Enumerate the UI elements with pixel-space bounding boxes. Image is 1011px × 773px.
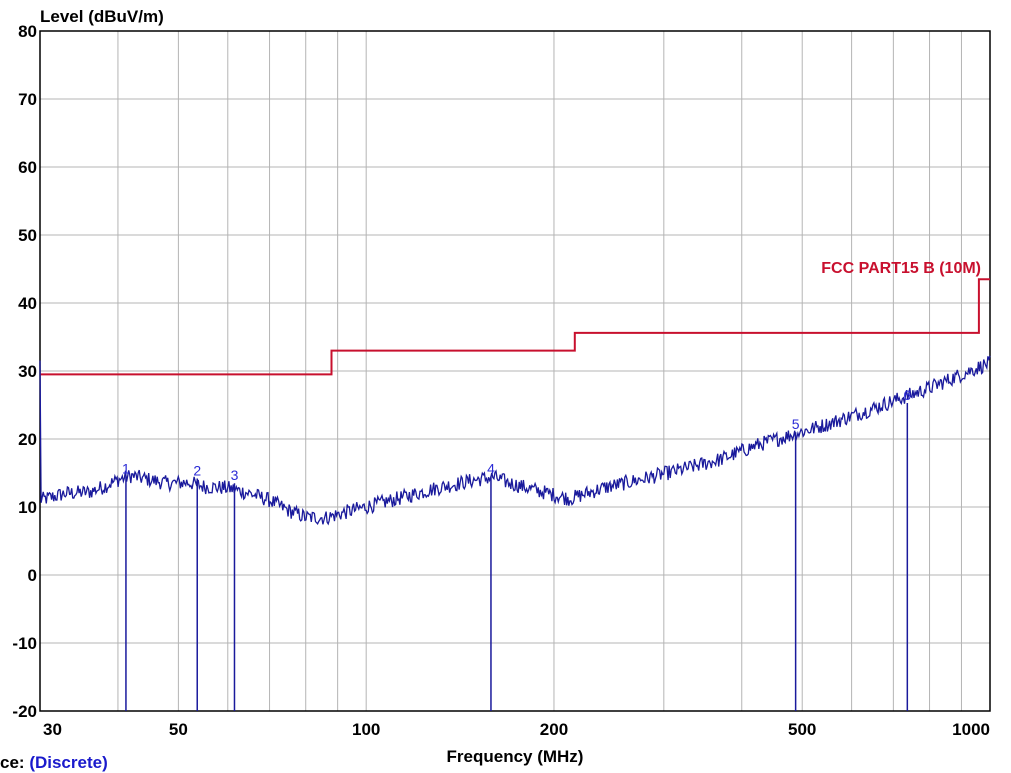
y-tick-label: 30 — [18, 362, 37, 381]
y-tick-label: 70 — [18, 90, 37, 109]
footer-partial-label: ce: — [0, 753, 25, 772]
grid — [39, 30, 991, 712]
x-tick-label: 100 — [352, 720, 380, 739]
emission-trace — [39, 355, 991, 526]
x-tick-label: 1000 — [952, 720, 990, 739]
y-tick-label: 50 — [18, 226, 37, 245]
y-tick-label: 0 — [28, 566, 37, 585]
limit-line-label: FCC PART15 B (10M) — [821, 260, 981, 277]
y-tick-label: 40 — [18, 294, 37, 313]
marker-label: 2 — [193, 462, 201, 478]
y-tick-label: -10 — [12, 634, 37, 653]
x-tick-label: 200 — [540, 720, 568, 739]
limit-line — [40, 278, 990, 376]
y-axis-title: Level (dBuV/m) — [40, 7, 164, 26]
marker-label: 1 — [122, 460, 130, 476]
marker-label: 5 — [792, 416, 800, 432]
x-tick-labels: 30 50 100 200 500 1000 — [43, 720, 990, 739]
y-tick-labels: 80 70 60 50 40 30 20 10 0 -10 -20 — [12, 22, 37, 721]
y-tick-label: 80 — [18, 22, 37, 41]
marker-label: 4 — [487, 460, 495, 476]
x-axis-title: Frequency (MHz) — [447, 747, 584, 766]
footer-discrete-link[interactable]: (Discrete) — [29, 753, 108, 772]
y-tick-label: 10 — [18, 498, 37, 517]
footer-caption: ce: (Discrete) — [0, 753, 108, 773]
x-tick-label: 500 — [788, 720, 816, 739]
y-tick-label: 20 — [18, 430, 37, 449]
marker-label: 6 — [903, 387, 911, 403]
y-tick-label: -20 — [12, 702, 37, 721]
x-tick-label: 30 — [43, 720, 62, 739]
x-tick-label: 50 — [169, 720, 188, 739]
markers: 1 2 3 4 5 6 — [122, 387, 911, 711]
marker-label: 3 — [231, 467, 239, 483]
y-tick-label: 60 — [18, 158, 37, 177]
